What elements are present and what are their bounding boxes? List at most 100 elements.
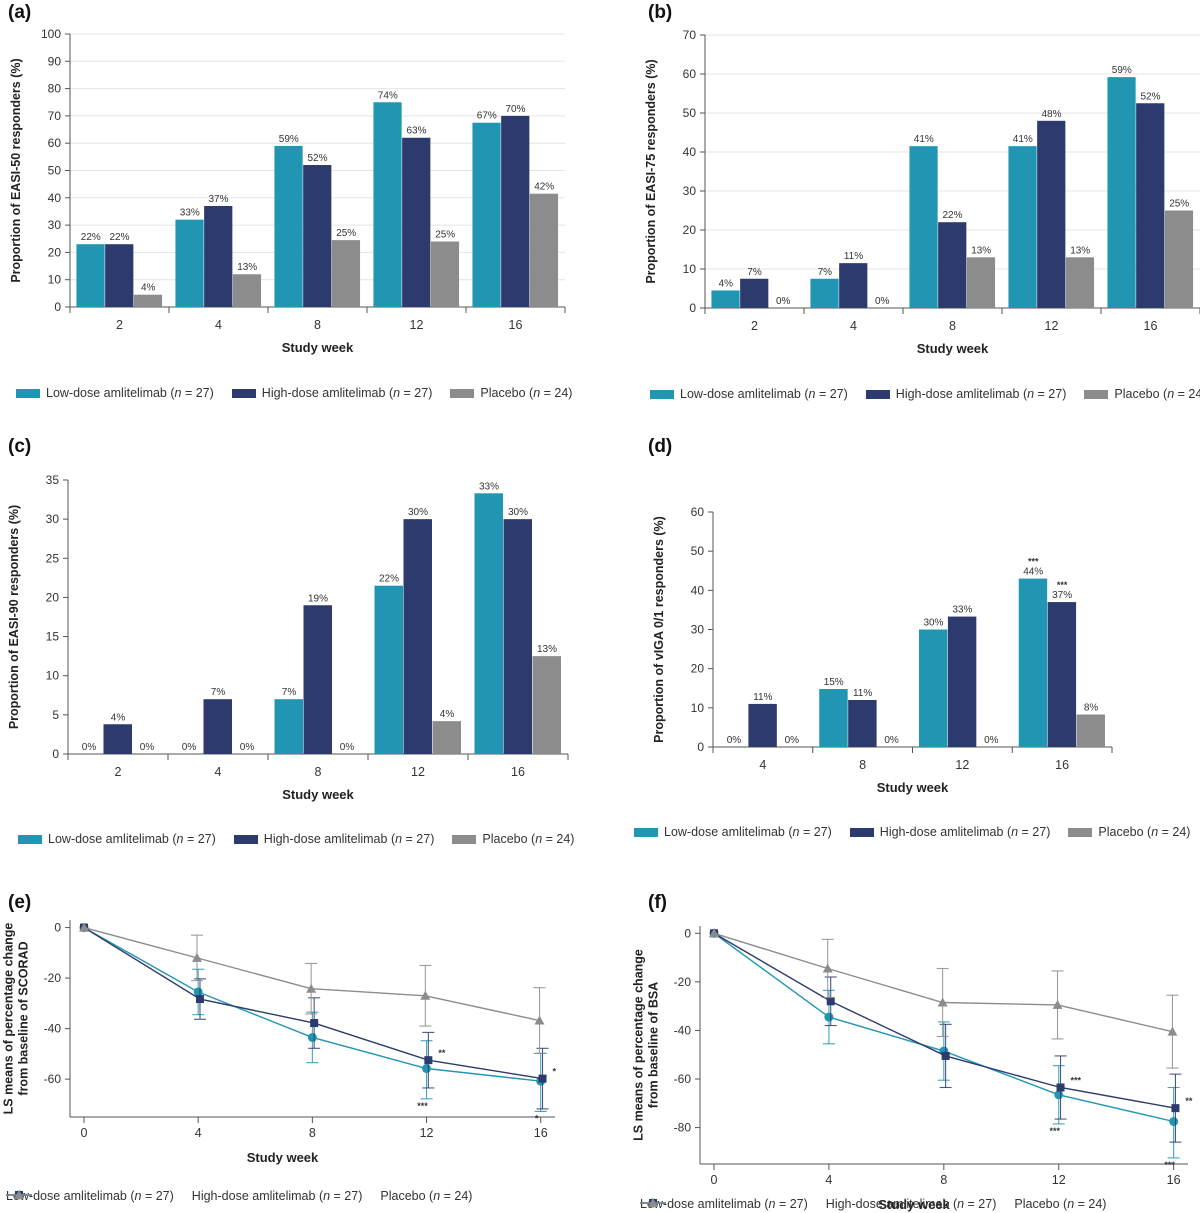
legend-swatch-high xyxy=(231,388,256,398)
legend-n: (n = 24) xyxy=(1163,387,1200,401)
legend-item-low: Low-dose amlitelimab (n = 27) xyxy=(634,825,832,839)
y-tick-label: 20 xyxy=(46,590,60,604)
legend-n: (n = 24) xyxy=(531,832,575,846)
y-tick-label: 10 xyxy=(691,701,705,715)
bar-high xyxy=(740,278,769,308)
x-tick-label: 4 xyxy=(825,1173,832,1187)
y-tick-label: 25 xyxy=(46,551,60,565)
y-tick-label: 0 xyxy=(697,740,704,754)
bar-data-label: 0% xyxy=(240,742,255,753)
legend-swatch-high xyxy=(233,834,258,844)
data-point-high xyxy=(826,997,835,1006)
y-tick-label: 0 xyxy=(54,300,61,314)
bar-placebo xyxy=(331,240,361,307)
y-tick-label: -60 xyxy=(44,1072,62,1086)
series-line-placebo xyxy=(713,932,1173,1033)
bar-data-label: 33% xyxy=(479,481,499,492)
legend-n: (n = 27) xyxy=(390,832,435,846)
legend-n: (n = 24) xyxy=(429,1189,473,1203)
legend-item-placebo: Placebo (n = 24) xyxy=(1068,825,1190,839)
bar-low xyxy=(373,102,402,307)
bar-data-label: 0% xyxy=(182,742,197,753)
bar-data-label: 0% xyxy=(776,296,791,307)
data-point-high xyxy=(538,1074,547,1083)
x-axis-label: Study week xyxy=(877,780,949,795)
legend-item-high: High-dose amlitelimab (n = 27) xyxy=(640,1197,996,1211)
significance-mark: *** xyxy=(1071,1076,1082,1086)
data-point-placebo xyxy=(420,990,431,1000)
legend-item-placebo: Placebo (n = 24) xyxy=(1084,387,1200,401)
bar-high xyxy=(105,244,134,307)
legend-item-high: High-dose amlitelimab (n = 27) xyxy=(6,1189,362,1203)
bar-low xyxy=(909,146,938,308)
y-tick-label: 10 xyxy=(48,273,62,287)
bar-data-label: 4% xyxy=(440,709,455,720)
legend-item-low: Low-dose amlitelimab (n = 27) xyxy=(18,832,216,846)
legend-label: Placebo xyxy=(480,386,530,400)
bar-data-label: 0% xyxy=(140,742,155,753)
y-tick-label: 0 xyxy=(54,921,61,935)
legend-n: (n = 27) xyxy=(130,1189,174,1203)
chart-panel-a: (a) 0 10 20 30 40 50 60 70 80 90 100 Proportion of … xyxy=(0,0,600,410)
bar-data-label: 42% xyxy=(534,182,554,193)
bar-high xyxy=(748,703,777,747)
y-tick-label: 90 xyxy=(48,54,62,68)
bar-high xyxy=(503,519,532,754)
data-point-low xyxy=(307,1032,317,1042)
bar-data-label: 7% xyxy=(211,687,226,698)
bar-data-label: 70% xyxy=(505,104,525,115)
legend-item-high: High-dose amlitelimab (n = 27) xyxy=(231,386,432,400)
legend-label: Low-dose amlitelimab xyxy=(46,386,171,400)
bar-high xyxy=(303,165,332,307)
bar-low xyxy=(175,219,204,307)
bar-data-label: 13% xyxy=(237,262,257,273)
data-point-high xyxy=(424,1056,433,1065)
x-tick-label: 4 xyxy=(215,765,222,779)
legend-e: Low-dose amlitelimab (n = 27) High-dose a… xyxy=(6,1189,490,1203)
y-axis-label: LS means of percentage change xyxy=(2,923,16,1115)
bar-high xyxy=(839,263,868,308)
y-axis-label: Proportion of EASI-90 responders (%) xyxy=(7,505,21,729)
y-tick-label: -60 xyxy=(674,1072,692,1086)
x-tick-label: 8 xyxy=(949,319,956,333)
legend-label: Placebo xyxy=(482,832,532,846)
legend-d: Low-dose amlitelimab (n = 27) High-dose a… xyxy=(634,825,1200,839)
legend-swatch-placebo xyxy=(1068,827,1093,837)
x-tick-label: 16 xyxy=(511,765,525,779)
y-tick-label: 30 xyxy=(691,623,705,637)
legend-label: High-dose amlitelimab xyxy=(261,386,389,400)
bar-placebo xyxy=(532,656,561,754)
y-tick-label: 40 xyxy=(48,191,62,205)
legend-n: (n = 24) xyxy=(529,386,573,400)
y-tick-label: -40 xyxy=(44,1022,62,1036)
bar-data-label: 37% xyxy=(208,194,228,205)
legend-label: High-dose amlitelimab xyxy=(879,825,1007,839)
bar-low xyxy=(918,629,948,747)
bar-data-label: 0% xyxy=(884,735,899,746)
bar-data-label: 13% xyxy=(537,644,557,655)
bar-low xyxy=(474,493,503,754)
legend-label: Low-dose amlitelimab xyxy=(640,1197,765,1211)
x-tick-label: 2 xyxy=(116,318,123,332)
x-tick-label: 4 xyxy=(850,319,857,333)
bar-data-label: 22% xyxy=(942,210,962,221)
bar-data-label: 13% xyxy=(971,245,991,256)
legend-n: (n = 27) xyxy=(764,1197,808,1211)
bar-low xyxy=(711,290,740,308)
data-point-high xyxy=(941,1051,950,1060)
bar-high xyxy=(938,222,967,308)
chart-a-svg: 0 10 20 30 40 50 60 70 80 90 100 Proportion of EASI… xyxy=(9,27,566,355)
y-tick-label: -40 xyxy=(674,1023,692,1037)
y-tick-label: 15 xyxy=(46,630,60,644)
bar-placebo xyxy=(1164,210,1194,308)
legend-item-placebo: Placebo (n = 24) xyxy=(450,386,572,400)
bar-data-label: 11% xyxy=(853,688,872,699)
y-tick-label: 50 xyxy=(683,106,697,120)
legend-swatch-placebo xyxy=(452,834,477,844)
x-tick-label: 0 xyxy=(711,1173,718,1187)
bar-data-label: 0% xyxy=(875,296,890,307)
x-tick-label: 2 xyxy=(115,765,122,779)
legend-swatch-low xyxy=(634,827,658,837)
bar-data-label: 33% xyxy=(180,208,200,219)
chart-panel-f: (f) 0 -20 -40 -60 -80 LS means of percentage … xyxy=(600,890,1200,1213)
